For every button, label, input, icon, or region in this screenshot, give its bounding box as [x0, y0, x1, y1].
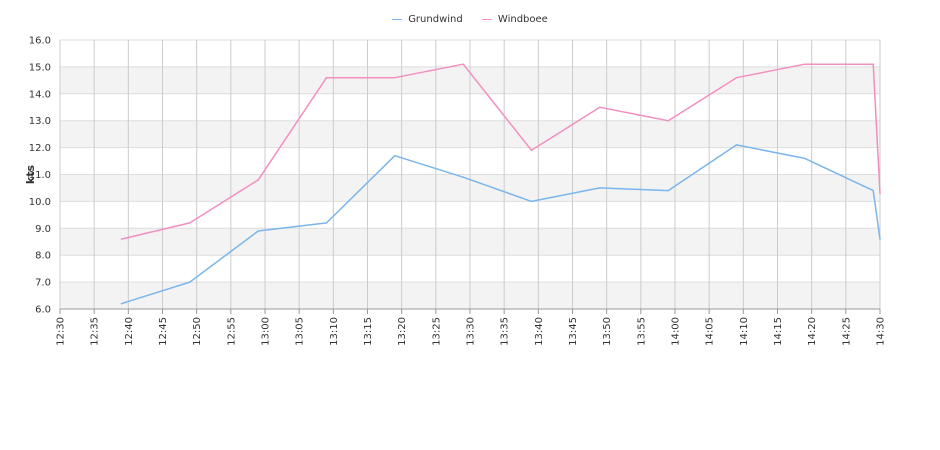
x-tick-label: 13:10	[329, 317, 340, 346]
data-point-grundwind[interactable]	[530, 200, 533, 203]
x-tick-label: 13:00	[261, 317, 272, 346]
y-axis-label: kts	[24, 164, 37, 184]
data-point-grundwind[interactable]	[257, 230, 259, 232]
x-tick-label: 14:15	[773, 317, 784, 346]
x-tick-label: 13:55	[636, 317, 647, 346]
data-point-grundwind[interactable]	[325, 222, 328, 224]
y-tick-label: 6.0	[35, 305, 51, 316]
y-tick-label: 9.0	[35, 224, 51, 235]
data-point-windboee[interactable]	[325, 76, 328, 79]
series-lines	[120, 63, 881, 305]
x-tick-label: 14:25	[841, 317, 852, 346]
legend-label-grundwind: Grundwind	[408, 14, 463, 25]
x-tick-label: 13:50	[602, 317, 613, 346]
x-tick-label: 14:20	[807, 317, 818, 346]
y-tick-label: 13.0	[29, 116, 51, 127]
x-tick-label: 12:55	[226, 317, 237, 346]
x-axis-ticks: 12:30 12:35 12:40 12:45 12:50 12:55 13:00 13:05…	[56, 317, 887, 346]
data-point-windboee[interactable]	[667, 119, 669, 122]
data-point-windboee[interactable]	[462, 63, 464, 66]
y-tick-label: 10.0	[29, 197, 51, 208]
x-tick-label: 13:25	[431, 317, 442, 346]
y-tick-label: 14.0	[29, 89, 51, 100]
data-point-windboee[interactable]	[879, 192, 881, 195]
x-tick-label: 13:05	[295, 317, 306, 346]
data-point-windboee[interactable]	[599, 106, 601, 109]
x-tick-label: 13:20	[397, 317, 408, 346]
y-tick-label: 8.0	[35, 251, 51, 262]
x-tick-label: 13:15	[363, 317, 374, 346]
legend-item-windboee[interactable]: Windboee	[481, 14, 548, 25]
grid-lines	[59, 39, 881, 314]
data-point-windboee[interactable]	[804, 63, 806, 66]
x-tick-label: 12:50	[192, 317, 203, 346]
data-point-windboee[interactable]	[120, 238, 123, 240]
data-point-grundwind[interactable]	[804, 157, 806, 160]
y-tick-label: 12.0	[29, 143, 51, 154]
x-tick-label: 13:45	[568, 317, 579, 346]
data-point-grundwind[interactable]	[394, 154, 396, 157]
data-point-windboee[interactable]	[189, 222, 191, 224]
x-tick-label: 13:35	[500, 317, 511, 346]
y-tick-label: 15.0	[29, 62, 51, 73]
data-point-grundwind[interactable]	[599, 187, 601, 189]
data-point-windboee[interactable]	[257, 179, 259, 181]
x-tick-label: 13:30	[466, 317, 477, 346]
data-point-grundwind[interactable]	[120, 302, 123, 305]
legend-item-grundwind[interactable]: Grundwind	[392, 14, 463, 25]
x-tick-label: 12:40	[124, 317, 135, 346]
y-tick-label: 11.0	[29, 170, 51, 181]
data-point-windboee[interactable]	[530, 149, 533, 152]
legend-swatch-grundwind	[392, 18, 403, 20]
data-point-grundwind[interactable]	[872, 189, 874, 192]
x-tick-label: 12:35	[90, 317, 101, 346]
data-point-grundwind[interactable]	[735, 144, 738, 146]
data-point-windboee[interactable]	[394, 76, 396, 79]
x-tick-label: 12:30	[56, 317, 67, 346]
x-tick-label: 13:40	[534, 317, 545, 346]
chart-legend: Grundwind Windboee	[0, 14, 940, 25]
data-point-grundwind[interactable]	[667, 189, 669, 192]
legend-label-windboee: Windboee	[497, 14, 548, 25]
data-point-windboee[interactable]	[872, 63, 874, 66]
x-tick-label: 14:30	[876, 317, 887, 346]
data-point-grundwind[interactable]	[462, 176, 464, 178]
x-tick-label: 12:45	[158, 317, 169, 346]
legend-swatch-windboee	[481, 18, 492, 20]
data-point-windboee[interactable]	[735, 76, 738, 79]
series-line-grundwind[interactable]	[121, 144, 881, 305]
x-tick-label: 14:05	[705, 317, 716, 346]
x-tick-label: 14:10	[739, 317, 750, 346]
data-point-grundwind[interactable]	[879, 238, 881, 240]
x-tick-label: 14:00	[671, 317, 682, 346]
y-tick-label: 16.0	[29, 36, 51, 47]
data-point-grundwind[interactable]	[189, 281, 191, 283]
y-axis-ticks: 6.0 7.0 8.0 9.0 10.0 11.0 12.0 13.0 14.0 15.0 16.0	[29, 36, 51, 316]
y-tick-label: 7.0	[35, 278, 51, 289]
